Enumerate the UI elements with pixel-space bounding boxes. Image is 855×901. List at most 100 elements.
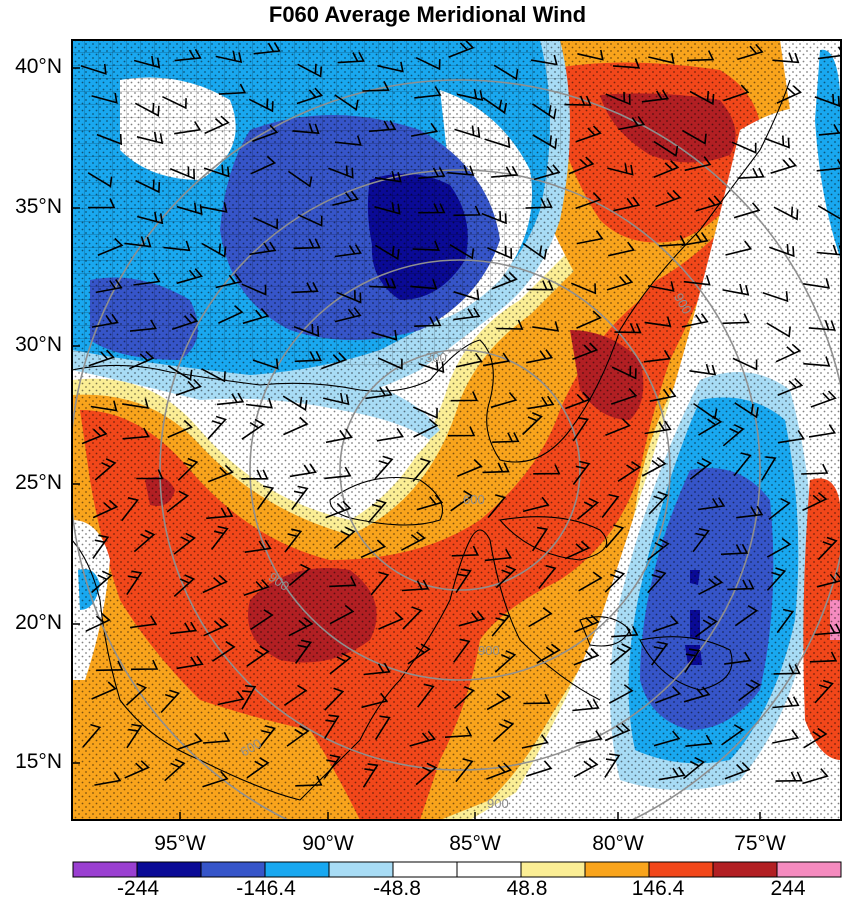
wind-barb <box>134 102 160 117</box>
wind-barb <box>490 391 518 409</box>
wind-barb <box>612 58 641 69</box>
wind-barb <box>365 386 393 400</box>
wind-barb <box>362 80 390 92</box>
wind-barb <box>329 652 352 675</box>
colorbar-label: 48.8 <box>506 877 548 900</box>
wind-barb <box>362 763 379 788</box>
wind-barb <box>611 365 637 380</box>
wind-barb <box>486 690 512 711</box>
wind-barb <box>253 42 281 55</box>
lat-label-35n: 35°N <box>15 195 62 218</box>
lon-label-75w: 75°W <box>734 832 786 855</box>
wind-barb <box>368 120 397 133</box>
wind-barb <box>241 283 267 296</box>
wind-barb <box>453 685 475 709</box>
wind-barb <box>171 313 199 331</box>
wind-barb <box>211 640 236 662</box>
wind-barb <box>448 40 475 58</box>
colorbar-swatch <box>328 861 394 878</box>
wind-barb <box>772 696 800 709</box>
wind-barb <box>695 195 723 212</box>
wind-barb <box>651 641 669 666</box>
wind-barb <box>683 686 711 703</box>
wind-barb <box>173 574 196 597</box>
wind-barb <box>455 758 474 783</box>
wind-barb <box>94 771 122 786</box>
wind-barb <box>453 289 480 301</box>
wind-barb <box>207 464 234 483</box>
wind-barb <box>451 545 479 557</box>
wind-barb <box>241 469 269 480</box>
wind-barb <box>570 282 597 295</box>
wind-barb <box>736 505 764 519</box>
lon-label-95w: 95°W <box>154 832 206 855</box>
wind-barb <box>648 491 669 515</box>
wind-barb <box>658 766 686 781</box>
wind-barb <box>323 754 341 779</box>
wind-barb <box>450 490 474 512</box>
wind-barb <box>125 682 148 706</box>
wind-barb <box>121 497 139 522</box>
contour-label: 900 <box>478 643 500 658</box>
wind-barb <box>814 679 834 704</box>
wind-barb <box>378 611 404 630</box>
wind-barb <box>409 730 436 747</box>
wind-barb <box>360 539 387 559</box>
wind-barb <box>410 122 439 137</box>
wind-barb <box>617 461 642 482</box>
wind-barb <box>374 202 401 215</box>
wind-barb <box>491 612 511 637</box>
wind-barb <box>245 397 273 409</box>
wind-barb <box>92 499 119 519</box>
wind-barb <box>204 115 230 135</box>
wind-barb <box>575 192 602 210</box>
wind-barb <box>527 395 555 410</box>
wind-barb <box>564 540 591 560</box>
wind-barb <box>601 493 620 518</box>
wind-barb <box>652 615 679 633</box>
wind-barb <box>772 52 800 64</box>
wind-barb <box>418 360 445 374</box>
wind-barb <box>455 568 472 594</box>
wind-barb <box>577 49 604 61</box>
wind-barb <box>166 490 190 513</box>
wind-barb <box>410 279 438 290</box>
wind-barb <box>808 424 837 438</box>
wind-barb <box>286 725 310 747</box>
wind-barb <box>720 543 749 556</box>
lon-label-90w: 90°W <box>302 832 354 855</box>
wind-barb <box>605 524 625 549</box>
wind-barb <box>418 203 446 214</box>
wind-barb <box>655 686 682 704</box>
wind-barb <box>775 343 802 363</box>
wind-barb <box>217 690 245 706</box>
wind-barb <box>242 307 270 325</box>
wind-barb <box>522 412 543 436</box>
wind-barb <box>288 563 311 587</box>
axis-ticks <box>72 67 761 820</box>
wind-barb <box>455 352 483 368</box>
wind-barb <box>565 391 592 410</box>
wind-barb <box>453 307 481 321</box>
wind-barb <box>162 95 187 110</box>
wind-barb <box>456 88 484 101</box>
wind-barb <box>564 95 592 106</box>
wind-barb <box>336 290 362 304</box>
wind-barb <box>284 528 303 553</box>
wind-barb <box>568 156 595 175</box>
wind-barb <box>725 240 753 256</box>
colorbar-swatch <box>456 861 522 878</box>
wind-barb <box>481 211 507 225</box>
wind-barb <box>201 368 226 383</box>
wind-barb <box>605 418 631 437</box>
wind-barb <box>768 497 791 521</box>
map-frame <box>71 39 842 821</box>
wind-barb <box>250 609 274 631</box>
colorbar-swatch <box>776 861 842 878</box>
wind-barb <box>492 432 520 443</box>
wind-barb <box>91 681 117 700</box>
wind-barb <box>764 135 790 149</box>
wind-barb <box>766 322 791 338</box>
wind-barb <box>653 730 681 747</box>
wind-barb <box>533 464 561 475</box>
